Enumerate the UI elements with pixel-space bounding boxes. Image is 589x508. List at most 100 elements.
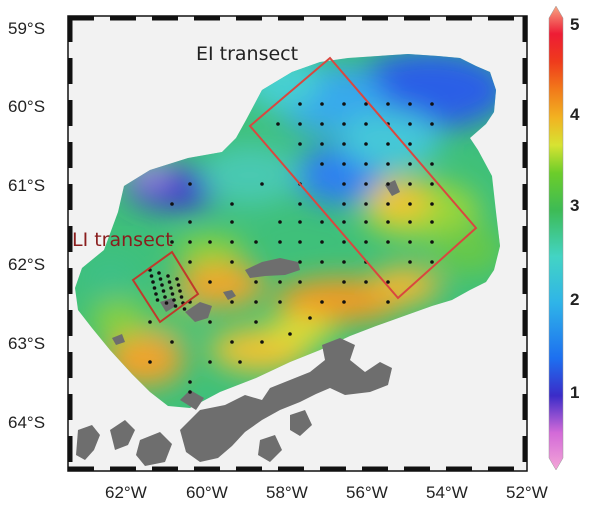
station-dot [157,271,161,275]
station-dot [320,260,324,264]
station-dot [342,220,346,224]
station-dot [238,360,242,364]
station-dot [364,240,368,244]
colorbar-tick-4: 4 [570,105,580,124]
station-dot [155,298,160,302]
station-dot [364,280,368,284]
lon-label: 54°W [426,483,468,502]
station-dot [170,202,174,206]
station-dot [230,240,234,244]
station-dot [364,142,368,146]
lat-label: 61°S [8,176,45,195]
station-dot [170,292,175,296]
station-dot [408,182,412,186]
station-dot [408,122,412,126]
station-dot [298,122,302,126]
station-dot [320,122,324,126]
station-dot [176,283,181,287]
station-dot [175,277,179,281]
station-dot [408,162,412,166]
station-dot [320,162,324,166]
station-dot [342,260,346,264]
station-dot [298,220,302,224]
station-dot [364,220,368,224]
station-dot [386,142,390,146]
station-dot [430,220,434,224]
station-dot [386,162,390,166]
station-dot [364,162,368,166]
ei-transect-label: EI transect [196,43,298,65]
lat-label: 64°S [8,413,45,432]
map-dashed-frame [67,15,528,472]
station-dot [254,300,258,304]
station-dot [342,300,346,304]
station-dot [298,240,302,244]
station-dot [386,300,390,304]
station-dot [308,316,312,320]
station-dot [170,340,174,344]
station-dot [166,274,170,278]
colorbar-tick-3: 3 [570,196,579,215]
station-dot [386,202,390,206]
station-dot [364,182,368,186]
station-dot [278,240,282,244]
station-dot [163,295,167,299]
station-dot [342,102,346,106]
station-dot [260,182,264,186]
station-dot [178,289,182,293]
lon-label: 52°W [506,483,548,502]
landmasses [76,180,400,466]
station-dot [208,280,212,284]
station-dot [386,182,390,186]
station-dot [386,240,390,244]
station-dot [172,298,176,302]
station-dot [386,102,390,106]
station-dot [182,307,187,311]
station-dot [170,240,174,244]
station-dot [430,260,434,264]
colorbar-tick-2: 2 [570,290,579,309]
station-dot [408,260,412,264]
station-dot [342,202,346,206]
station-dot [408,220,412,224]
lat-label: 60°S [8,97,45,116]
station-dot [169,286,173,290]
station-dot [342,182,346,186]
station-dot [320,102,324,106]
station-dot [298,142,302,146]
station-dot [167,280,172,284]
station-dot [342,280,346,284]
station-dot [386,220,390,224]
station-dot [230,260,234,264]
station-dot [364,202,368,206]
colorbar-fill [548,5,564,471]
lon-label: 56°W [346,483,388,502]
lon-label: 60°W [186,483,228,502]
station-dot [408,240,412,244]
station-dot [364,122,368,126]
longitude-labels: 62°W 60°W 58°W 56°W 54°W 52°W [105,483,548,502]
station-dot [160,283,164,287]
colorbar-tick-5: 5 [570,15,579,34]
colorbar: 5 4 3 2 1 [548,5,580,471]
station-dot [148,320,152,324]
ei-transect-box [248,56,478,300]
station-dot [230,340,234,344]
station-dot [320,300,324,304]
li-transect-box [131,250,200,324]
station-dot [260,340,264,344]
lon-label: 58°W [266,483,308,502]
station-dot [208,320,212,324]
station-dot [173,304,178,308]
station-dot [164,301,169,305]
station-dot [208,240,212,244]
station-dot [276,122,280,126]
station-dot [188,380,192,384]
station-dot [148,360,152,364]
station-dot [364,102,368,106]
station-dot [342,142,346,146]
lon-label: 62°W [105,483,147,502]
station-dot [208,360,212,364]
station-dot [188,260,192,264]
